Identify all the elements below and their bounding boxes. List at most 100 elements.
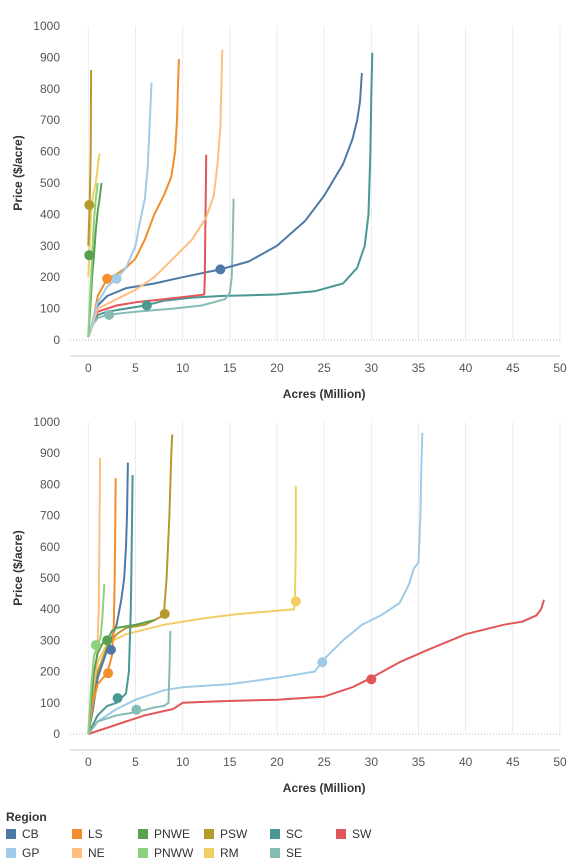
y-tick-label: 600 [40,145,60,159]
legend-swatch [138,848,148,858]
legend-item-pnww: PNWW [138,845,193,861]
y-tick-label: 0 [53,727,60,741]
series-marker-ls [102,273,113,284]
y-axis-label: Price ($/acre) [11,135,25,210]
series-marker-gp [111,273,122,284]
legend-item-gp: GP [6,845,39,861]
series-line-se [87,630,172,735]
x-tick-label: 45 [506,755,520,769]
x-tick-label: 40 [459,361,473,375]
series-marker-rm [290,596,301,607]
series-line-ls [87,478,117,735]
series-marker-pnwe [84,250,95,261]
x-tick-label: 35 [412,361,426,375]
series-line-ne [87,49,224,338]
y-tick-label: 400 [40,602,60,616]
y-tick-label: 600 [40,540,60,554]
series-line-sw [87,599,545,735]
legend-swatch [72,848,82,858]
y-tick-label: 100 [40,696,60,710]
legend-item-ls: LS [72,826,103,842]
series-marker-pnwe [102,635,113,646]
series-line-cb [87,73,363,338]
y-tick-label: 800 [40,477,60,491]
series-line-rm [87,153,101,278]
x-tick-label: 25 [317,361,331,375]
x-tick-label: 50 [553,361,567,375]
legend-label: RM [220,846,239,860]
x-axis-label: Acres (Million) [283,781,366,795]
legend-item-pnwe: PNWE [138,826,190,842]
chart-2: 0 5 10 15 20 25 30 35 40 45 5001002003004005006007… [11,415,567,795]
series-marker-se [104,309,115,320]
legend-swatch [204,848,214,858]
y-tick-label: 200 [40,270,60,284]
x-tick-label: 0 [85,755,92,769]
y-tick-label: 0 [53,333,60,347]
legend-label: PSW [220,827,248,841]
x-tick-label: 5 [132,755,139,769]
y-tick-label: 1000 [33,19,60,33]
legend-label: PNWE [154,827,190,841]
legend: Region CB GP LS NE PNWE PNWW PSW RM SC SE SW [4,810,424,866]
series-marker-psw [159,608,170,619]
chart-1: 0 5 10 15 20 25 30 35 40 45 5001002003004005006007… [11,19,567,401]
x-tick-label: 10 [176,755,190,769]
legend-swatch [6,848,16,858]
legend-label: SE [286,846,303,860]
x-axis-label: Acres (Million) [283,387,366,401]
series-line-gp [87,82,153,338]
legend-label: CB [22,827,39,841]
y-tick-label: 700 [40,509,60,523]
x-tick-label: 15 [223,361,237,375]
x-tick-label: 20 [270,361,284,375]
legend-label: LS [88,827,103,841]
series-marker-ls [103,668,114,679]
series-line-pnww [87,182,99,337]
series-marker-gp [317,657,328,668]
legend-item-sw: SW [336,826,371,842]
series-marker-cb [215,264,226,275]
charts-svg: 0 5 10 15 20 25 30 35 40 45 5001002003004005006007… [11,19,567,795]
x-tick-label: 45 [506,361,520,375]
legend-item-cb: CB [6,826,39,842]
series-marker-sc [112,693,123,704]
y-tick-label: 400 [40,207,60,221]
x-tick-label: 30 [365,755,379,769]
y-tick-label: 700 [40,113,60,127]
legend-swatch [138,829,148,839]
legend-label: PNWW [154,846,194,860]
x-tick-label: 10 [176,361,190,375]
y-tick-label: 500 [40,571,60,585]
legend-swatch [6,829,16,839]
y-tick-label: 1000 [33,415,60,429]
series-marker-cb [105,644,116,655]
series-line-gp [87,432,424,735]
y-tick-label: 900 [40,446,60,460]
x-tick-label: 40 [459,755,473,769]
x-tick-label: 5 [132,361,139,375]
series-marker-se [131,704,142,715]
x-tick-label: 0 [85,361,92,375]
legend-swatch [270,848,280,858]
y-axis-label: Price ($/acre) [11,530,25,605]
x-tick-label: 30 [365,361,379,375]
y-tick-label: 500 [40,176,60,190]
x-tick-label: 25 [317,755,331,769]
series-line-se [87,198,235,338]
y-tick-label: 300 [40,633,60,647]
legend-title: Region [6,810,47,824]
legend-swatch [72,829,82,839]
series-marker-sc [141,300,152,311]
series-marker-pnww [90,640,101,651]
y-tick-label: 200 [40,665,60,679]
x-tick-label: 15 [223,755,237,769]
legend-swatch [204,829,214,839]
x-tick-label: 35 [412,755,426,769]
series-marker-sw [366,674,377,685]
legend-item-psw: PSW [204,826,247,842]
legend-swatch [270,829,280,839]
x-tick-label: 50 [553,755,567,769]
legend-label: GP [22,846,40,860]
